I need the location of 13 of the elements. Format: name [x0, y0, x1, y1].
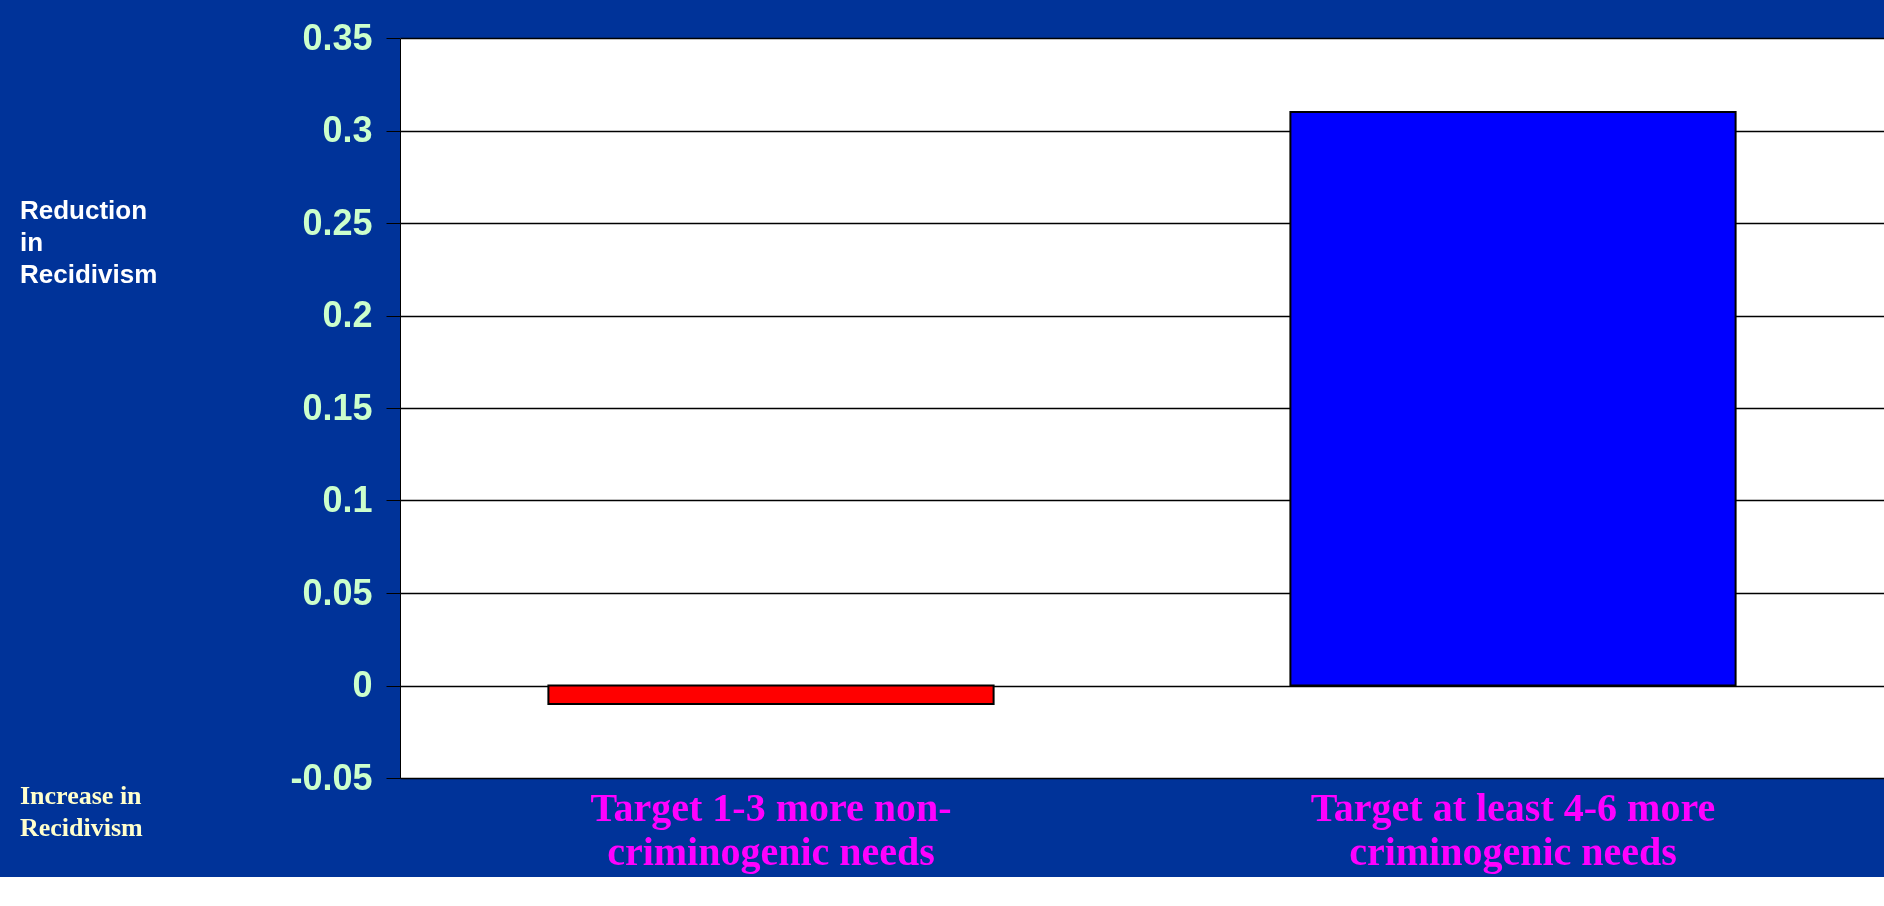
- y-tick-label: 0.25: [302, 201, 373, 243]
- y-tick-label: 0.2: [322, 294, 373, 335]
- y-tick-label: 0.3: [322, 109, 373, 150]
- y-tick-label: -0.05: [290, 756, 373, 798]
- x-tick-label: Target 1-3 more non- criminogenic needs: [590, 784, 952, 874]
- y-tick-label: 0.05: [302, 571, 373, 613]
- text: Reduction in Recidivism: [20, 195, 158, 289]
- y-tick-label: 0.15: [302, 386, 373, 428]
- x-tick-label: Target at least 4-6 more criminogenic needs: [1310, 784, 1716, 874]
- y-tick-label: 0.35: [302, 16, 373, 58]
- text: Increase in Recidivism: [20, 781, 144, 842]
- y-tick-label: 0.1: [322, 479, 373, 520]
- y-tick-label: 0: [352, 664, 373, 705]
